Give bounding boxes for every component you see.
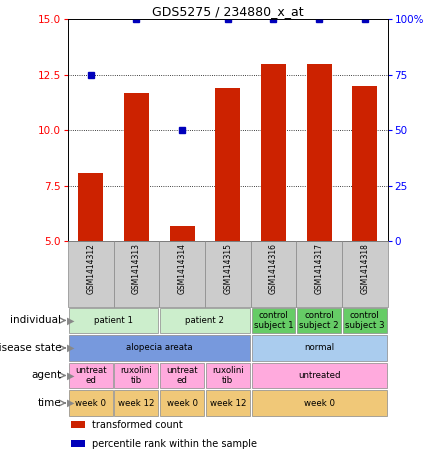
Text: agent: agent xyxy=(31,371,61,381)
Bar xyxy=(251,390,387,416)
Text: untreat
ed: untreat ed xyxy=(166,366,198,385)
Bar xyxy=(251,241,296,307)
Text: normal: normal xyxy=(304,343,334,352)
Bar xyxy=(251,363,387,388)
Text: GSM1414317: GSM1414317 xyxy=(314,243,324,294)
Text: patient 2: patient 2 xyxy=(185,316,224,325)
Text: GSM1414315: GSM1414315 xyxy=(223,243,232,294)
Text: control
subject 2: control subject 2 xyxy=(299,311,339,330)
Text: patient 1: patient 1 xyxy=(94,316,133,325)
Bar xyxy=(296,241,342,307)
Text: control
subject 1: control subject 1 xyxy=(254,311,293,330)
Text: week 12: week 12 xyxy=(118,399,155,408)
Bar xyxy=(69,308,158,333)
Bar xyxy=(261,64,286,241)
Bar xyxy=(71,440,85,447)
Bar xyxy=(170,226,194,241)
Text: GSM1414312: GSM1414312 xyxy=(86,243,95,294)
Bar xyxy=(206,390,250,416)
Bar xyxy=(69,390,113,416)
Text: week 0: week 0 xyxy=(75,399,106,408)
Bar xyxy=(160,308,250,333)
Text: untreat
ed: untreat ed xyxy=(75,366,106,385)
Bar xyxy=(68,241,113,307)
Text: time: time xyxy=(38,398,61,408)
Text: individual: individual xyxy=(11,315,61,325)
Text: ▶: ▶ xyxy=(67,398,74,408)
Bar xyxy=(342,241,388,307)
Text: ruxolini
tib: ruxolini tib xyxy=(212,366,244,385)
Text: untreated: untreated xyxy=(298,371,340,380)
Text: ruxolini
tib: ruxolini tib xyxy=(120,366,152,385)
Bar xyxy=(251,308,295,333)
Bar xyxy=(69,363,113,388)
Title: GDS5275 / 234880_x_at: GDS5275 / 234880_x_at xyxy=(152,5,304,18)
Bar xyxy=(159,241,205,307)
Bar xyxy=(160,390,204,416)
Text: week 0: week 0 xyxy=(166,399,198,408)
Text: GSM1414316: GSM1414316 xyxy=(269,243,278,294)
Text: GSM1414313: GSM1414313 xyxy=(132,243,141,294)
Text: transformed count: transformed count xyxy=(92,420,183,430)
Text: disease state: disease state xyxy=(0,343,61,353)
Bar xyxy=(215,88,240,241)
Bar xyxy=(251,335,387,361)
Bar xyxy=(78,173,103,241)
Text: week 12: week 12 xyxy=(209,399,246,408)
Bar xyxy=(71,421,85,429)
Text: GSM1414318: GSM1414318 xyxy=(360,243,369,294)
Bar xyxy=(352,86,378,241)
Text: week 0: week 0 xyxy=(304,399,335,408)
Text: ▶: ▶ xyxy=(67,371,74,381)
Bar xyxy=(205,241,251,307)
Bar xyxy=(297,308,341,333)
Text: percentile rank within the sample: percentile rank within the sample xyxy=(92,439,257,448)
Text: ▶: ▶ xyxy=(67,315,74,325)
Bar xyxy=(114,363,158,388)
Bar xyxy=(113,241,159,307)
Text: ▶: ▶ xyxy=(67,343,74,353)
Bar xyxy=(307,64,332,241)
Text: alopecia areata: alopecia areata xyxy=(126,343,193,352)
Bar xyxy=(160,363,204,388)
Bar xyxy=(114,390,158,416)
Text: GSM1414314: GSM1414314 xyxy=(177,243,187,294)
Bar xyxy=(343,308,387,333)
Bar xyxy=(206,363,250,388)
Bar xyxy=(124,92,149,241)
Text: control
subject 3: control subject 3 xyxy=(345,311,385,330)
Bar xyxy=(69,335,250,361)
